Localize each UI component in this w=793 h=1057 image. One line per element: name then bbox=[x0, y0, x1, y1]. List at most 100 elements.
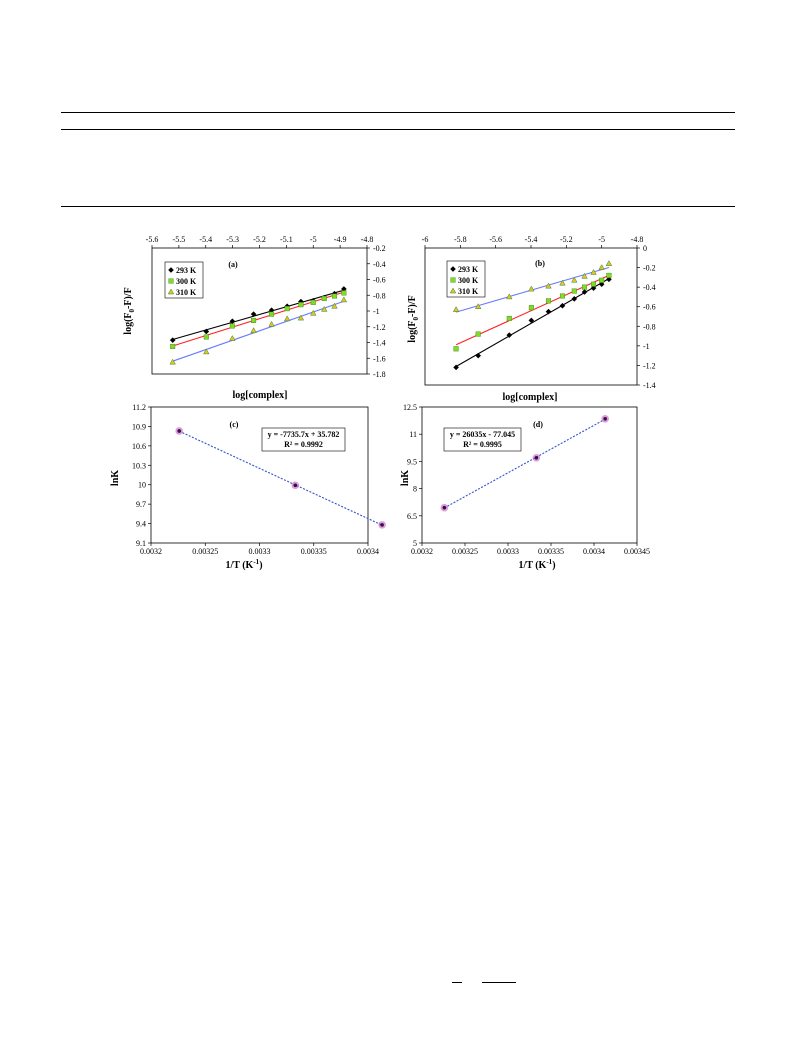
y-tick-label: 10.6 bbox=[132, 442, 146, 451]
y-axis-title: log(F0-F)/F bbox=[407, 295, 420, 342]
data-point bbox=[169, 358, 176, 365]
panel-label: (d) bbox=[533, 420, 543, 429]
legend-label: 293 K bbox=[176, 266, 197, 275]
data-point bbox=[203, 328, 210, 335]
y-tick-label: -1.8 bbox=[373, 370, 386, 379]
data-point bbox=[528, 317, 535, 324]
data-point bbox=[310, 309, 317, 316]
data-point bbox=[331, 302, 338, 309]
fit-line-300-k bbox=[172, 291, 345, 347]
data-point bbox=[331, 293, 337, 299]
y-tick-label: -0.4 bbox=[643, 283, 656, 292]
x-axis-title: log[complex] bbox=[503, 392, 558, 403]
data-point bbox=[605, 260, 613, 266]
data-point bbox=[581, 289, 588, 295]
data-point bbox=[298, 302, 304, 308]
x-tick-label: -5 bbox=[310, 235, 317, 244]
y-tick-label: 9.4 bbox=[136, 520, 146, 529]
data-point bbox=[606, 272, 612, 278]
data-point bbox=[229, 323, 235, 329]
legend-label: 293 K bbox=[458, 265, 479, 274]
data-point bbox=[269, 311, 275, 317]
data-point bbox=[559, 279, 566, 286]
data-point bbox=[506, 315, 512, 321]
y-tick-label: -1.4 bbox=[643, 381, 656, 390]
data-point bbox=[606, 276, 612, 283]
data-point bbox=[310, 299, 316, 305]
data-point bbox=[581, 272, 588, 279]
y-tick-label: 0 bbox=[643, 244, 647, 253]
data-point bbox=[284, 306, 290, 312]
data-point bbox=[474, 303, 482, 309]
r-squared-value: R² = 0.9992 bbox=[284, 440, 323, 449]
data-point bbox=[559, 302, 566, 309]
table-rule-bottom bbox=[61, 206, 735, 207]
y-tick-label: -0.2 bbox=[643, 264, 656, 273]
data-point bbox=[599, 277, 605, 283]
data-point bbox=[268, 320, 275, 327]
panel-label: (c) bbox=[230, 420, 239, 429]
data-point bbox=[203, 348, 210, 355]
y-tick-label: -0.6 bbox=[373, 276, 386, 285]
x-tick-label: 0.0032 bbox=[411, 547, 433, 556]
data-point bbox=[475, 352, 482, 359]
panel-b-chart: -6 -5.8 -5.6 -5.4 -5.2 -5 -4.8 -1.4 -1.2 -1 -0.8 -0… bbox=[407, 235, 656, 403]
data-point bbox=[442, 505, 447, 510]
data-point bbox=[475, 331, 481, 337]
data-point bbox=[250, 311, 257, 318]
data-point bbox=[571, 276, 578, 283]
trendline-equation: y = 26035x - 77.045 bbox=[450, 430, 515, 439]
x-tick-label: -4.9 bbox=[334, 235, 347, 244]
legend-label: 300 K bbox=[176, 277, 197, 286]
data-point bbox=[598, 264, 605, 270]
y-tick-label: 6.5 bbox=[407, 512, 417, 521]
y-tick-label: 9.5 bbox=[407, 457, 417, 466]
data-point bbox=[506, 293, 513, 300]
x-tick-label: 0.00345 bbox=[624, 547, 650, 556]
fit-line-series bbox=[444, 418, 606, 509]
data-point bbox=[453, 346, 459, 352]
y-tick-label: 9.1 bbox=[136, 539, 146, 548]
x-axis-title: 1/T (K-1) bbox=[518, 558, 555, 571]
data-point bbox=[321, 305, 328, 312]
y-tick-label: -0.6 bbox=[643, 303, 656, 312]
data-point bbox=[571, 288, 577, 294]
data-point bbox=[453, 364, 459, 371]
data-point bbox=[297, 314, 305, 321]
y-tick-label: 11 bbox=[409, 430, 417, 439]
y-tick-label: 5 bbox=[413, 539, 417, 548]
data-point bbox=[603, 416, 607, 421]
legend-label: 310 K bbox=[458, 287, 479, 296]
y-tick-label: 10 bbox=[138, 481, 146, 490]
equation-box bbox=[443, 427, 522, 452]
y-tick-label: -0.2 bbox=[373, 244, 386, 253]
panel-label: (a) bbox=[228, 260, 238, 269]
data-point bbox=[251, 317, 257, 323]
data-point bbox=[340, 296, 348, 303]
x-tick-label: 0.00325 bbox=[192, 547, 218, 556]
y-tick-label: 10.9 bbox=[132, 422, 146, 431]
data-point bbox=[545, 282, 552, 289]
fit-line-310-k bbox=[172, 300, 345, 362]
data-point bbox=[229, 335, 236, 341]
legend-marker bbox=[449, 287, 457, 294]
y-tick-label: 12.5 bbox=[403, 403, 417, 412]
panel-d-chart: 0.0032 0.00325 0.0033 0.00335 0.0034 0.00345 5… bbox=[400, 403, 650, 571]
legend-label: 310 K bbox=[176, 288, 197, 297]
y-tick-label: -0.8 bbox=[373, 291, 386, 300]
fit-line-293-k bbox=[172, 289, 345, 341]
legend-marker bbox=[168, 278, 174, 284]
fraction-bar-small bbox=[452, 982, 462, 983]
panel-label: (b) bbox=[535, 259, 545, 268]
y-tick-label: -0.8 bbox=[643, 322, 656, 331]
fraction-bar-large bbox=[482, 982, 516, 983]
data-point bbox=[380, 523, 384, 527]
data-point bbox=[321, 295, 327, 301]
x-tick-label: -5.4 bbox=[199, 235, 212, 244]
y-tick-label: 9.7 bbox=[136, 500, 146, 509]
data-point bbox=[283, 315, 291, 322]
y-tick-label: 8 bbox=[413, 485, 417, 494]
data-point bbox=[534, 455, 539, 460]
x-tick-label: -5.2 bbox=[253, 235, 266, 244]
x-tick-label: -5.4 bbox=[525, 235, 538, 244]
